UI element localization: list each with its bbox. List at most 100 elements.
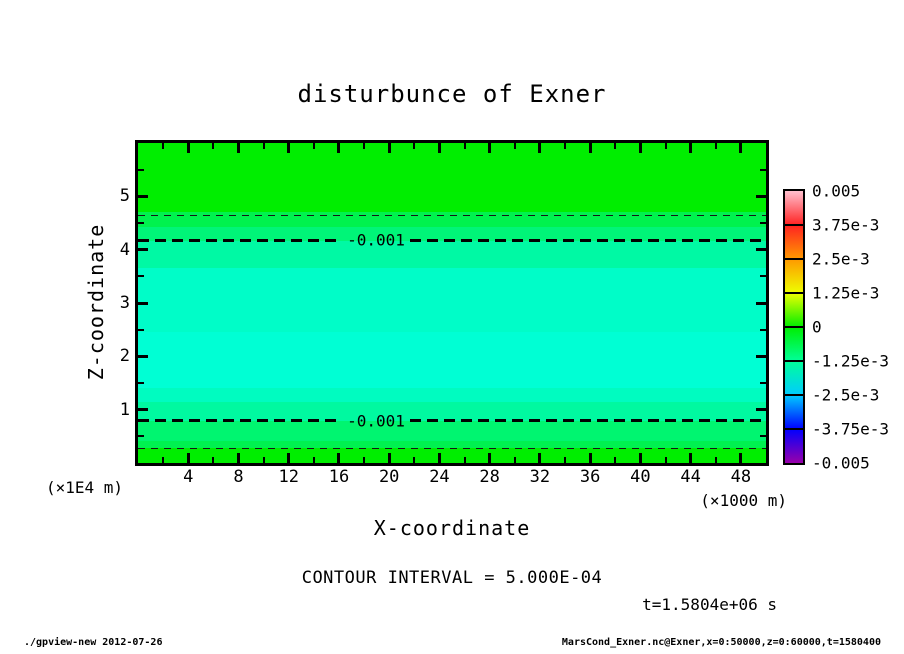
colorbar-level-label: -1.25e-3 [812, 351, 890, 371]
x-tick-label: 48 [730, 467, 752, 487]
x-minor-tick [664, 457, 667, 463]
x-tick-label: 28 [479, 467, 500, 487]
colorbar-cell-separator [785, 258, 803, 260]
z-minor-tick [760, 328, 766, 331]
z-axis-title: Z-coordinate [84, 223, 108, 381]
plot-area: -0.001 -0.001 [135, 140, 769, 466]
colorbar-cell-separator [785, 326, 803, 328]
x-minor-tick [413, 457, 416, 463]
z-axis-units-label: (×1E4 m) [46, 478, 124, 497]
contour-line-segment [410, 419, 766, 423]
colorbar-level-label: 2.5e-3 [812, 249, 870, 269]
contour-line [138, 214, 766, 216]
contour-interval-annotation: CONTOUR INTERVAL = 5.000E-04 [301, 568, 603, 588]
colorbar [783, 189, 805, 465]
x-major-tick [387, 143, 391, 153]
z-tick-label: 2 [119, 346, 130, 367]
colorbar-level-label: 3.75e-3 [812, 215, 880, 235]
x-tick-label: 16 [328, 467, 350, 487]
x-minor-tick [513, 143, 516, 149]
x-tick-label: 44 [680, 467, 701, 487]
x-minor-tick [564, 143, 567, 149]
tone-band [138, 448, 766, 463]
colorbar-level-label: 0.005 [812, 181, 861, 201]
tone-band [138, 331, 766, 388]
time-annotation: t=1.5804e+06 s [642, 595, 777, 614]
colorbar-cell-separator [785, 428, 803, 430]
x-minor-tick [413, 143, 416, 149]
x-major-tick [337, 453, 341, 463]
x-major-tick [638, 143, 642, 153]
x-minor-tick [463, 143, 466, 149]
x-minor-tick [463, 457, 466, 463]
x-tick-label: 36 [579, 467, 601, 487]
tone-band [138, 240, 766, 268]
footer-program-date: ./gpview-new 2012-07-26 [24, 637, 163, 648]
x-minor-tick [714, 457, 717, 463]
tone-band [138, 420, 766, 442]
tone-band [138, 387, 766, 403]
colorbar-level-label: -0.005 [812, 453, 870, 473]
z-axis-tick-labels: 1 2 3 4 5 [90, 143, 130, 463]
z-minor-tick [760, 435, 766, 438]
x-tick-label: 8 [233, 467, 244, 487]
z-major-tick [756, 194, 766, 198]
z-major-tick [138, 354, 148, 358]
x-major-tick [488, 453, 492, 463]
x-axis-title: X-coordinate [373, 516, 531, 540]
x-major-tick [739, 143, 743, 153]
z-major-tick [756, 248, 766, 252]
z-major-tick [138, 301, 148, 305]
colorbar-cell-separator [785, 224, 803, 226]
z-minor-tick [760, 222, 766, 224]
x-major-tick [186, 453, 190, 463]
x-tick-label: 32 [529, 467, 551, 487]
axis-ticks-layer [138, 143, 766, 463]
x-major-tick [387, 453, 391, 463]
x-major-tick [488, 143, 492, 153]
tone-band [138, 267, 766, 332]
x-minor-tick [363, 143, 366, 149]
x-minor-tick [614, 457, 617, 463]
x-major-tick [638, 453, 642, 463]
x-major-tick [538, 453, 542, 463]
x-minor-tick [162, 457, 165, 463]
x-minor-tick [614, 143, 617, 149]
z-major-tick [756, 301, 766, 305]
z-tick-label: 3 [119, 293, 130, 313]
x-minor-tick [212, 457, 215, 463]
x-axis-tick-labels: 4 8 12 16 20 24 28 32 36 40 44 48 [138, 467, 766, 489]
colorbar-cell-separator [785, 394, 803, 396]
colorbar-level-label: 1.25e-3 [812, 283, 880, 303]
x-tick-label: 24 [429, 467, 450, 487]
x-major-tick [588, 143, 592, 153]
z-major-tick [138, 194, 148, 198]
plot-title: disturbunce of Exner [297, 80, 607, 108]
contour-line-segment [410, 238, 766, 242]
x-major-tick [588, 453, 592, 463]
z-major-tick [756, 354, 766, 358]
x-minor-tick [363, 457, 366, 463]
colorbar-cell-separator [785, 360, 803, 362]
tone-band [138, 441, 766, 449]
x-major-tick [287, 453, 291, 463]
x-major-tick [689, 453, 693, 463]
z-major-tick [756, 408, 766, 412]
x-tick-label: 20 [378, 467, 400, 487]
contour-line-segment [138, 238, 342, 242]
x-major-tick [538, 143, 542, 153]
x-major-tick [689, 143, 693, 153]
contour-tone-fill [138, 143, 766, 463]
x-major-tick [337, 143, 341, 153]
contour-lines-layer: -0.001 -0.001 [138, 143, 766, 463]
z-major-tick [138, 248, 148, 252]
z-minor-tick [138, 435, 144, 438]
tone-band [138, 226, 766, 241]
x-minor-tick [312, 143, 315, 149]
x-minor-tick [312, 457, 315, 463]
z-tick-label: 4 [119, 239, 130, 260]
colorbar-level-label: -3.75e-3 [812, 419, 890, 439]
x-tick-label: 12 [278, 467, 299, 487]
z-minor-tick [138, 328, 144, 331]
